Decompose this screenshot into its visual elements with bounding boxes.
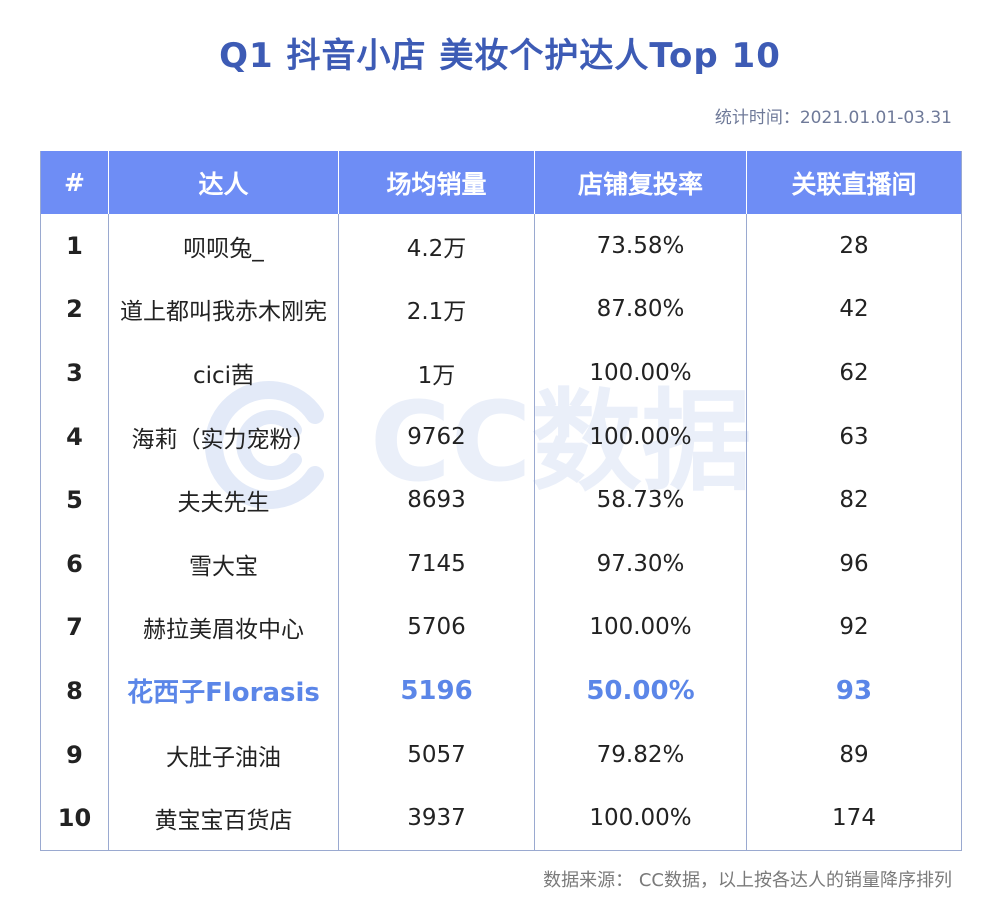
table-row: 4 海莉（实力宠粉） 9762 100.00% 63 (40, 404, 962, 469)
repurchase-rate-cell: 100.00% (534, 786, 747, 851)
data-source-note: 数据来源： CC数据，以上按各达人的销量降序排列 (543, 870, 952, 891)
influencer-cell: cici茜 (108, 341, 339, 405)
avg-sales-cell: 5706 (338, 595, 535, 660)
table-header-row: # 达人 场均销量 店铺复投率 关联直播间 (40, 151, 962, 214)
ranking-table: # 达人 场均销量 店铺复投率 关联直播间 1 呗呗兔_ 4.2万 73.58% 28 2… (40, 151, 962, 851)
influencer-cell: 海莉（实力宠粉） (108, 404, 339, 469)
date-range-note: 统计时间：2021.01.01-03.31 (714, 108, 952, 128)
influencer-cell: 呗呗兔_ (108, 214, 339, 278)
column-header-avg-sales: 场均销量 (338, 151, 535, 214)
table-row: 8 花西子Florasis 5196 50.00% 93 (40, 659, 962, 723)
live-rooms-cell: 89 (746, 722, 962, 787)
avg-sales-cell: 5196 (338, 659, 535, 723)
rank-cell: 5 (40, 468, 109, 532)
rank-cell: 4 (40, 404, 109, 469)
repurchase-rate-cell: 100.00% (534, 404, 747, 469)
rank-cell: 7 (40, 595, 109, 660)
influencer-cell: 花西子Florasis (108, 659, 339, 723)
table-row: 1 呗呗兔_ 4.2万 73.58% 28 (40, 214, 962, 278)
repurchase-rate-cell: 79.82% (534, 722, 747, 787)
avg-sales-cell: 5057 (338, 722, 535, 787)
column-header-rank: # (40, 151, 109, 214)
live-rooms-cell: 62 (746, 341, 962, 405)
avg-sales-cell: 3937 (338, 786, 535, 851)
rank-cell: 9 (40, 722, 109, 787)
avg-sales-cell: 2.1万 (338, 277, 535, 342)
influencer-cell: 赫拉美眉妆中心 (108, 595, 339, 660)
avg-sales-cell: 8693 (338, 468, 535, 532)
table-row: 3 cici茜 1万 100.00% 62 (40, 341, 962, 405)
repurchase-rate-cell: 50.00% (534, 659, 747, 723)
column-header-repurchase-rate: 店铺复投率 (534, 151, 747, 214)
repurchase-rate-cell: 73.58% (534, 214, 747, 278)
rank-cell: 6 (40, 531, 109, 596)
column-header-live-rooms: 关联直播间 (746, 151, 962, 214)
rank-cell: 10 (40, 786, 109, 851)
repurchase-rate-cell: 100.00% (534, 341, 747, 405)
live-rooms-cell: 174 (746, 786, 962, 851)
table-row: 2 道上都叫我赤木刚宪 2.1万 87.80% 42 (40, 277, 962, 342)
avg-sales-cell: 7145 (338, 531, 535, 596)
table-row: 9 大肚子油油 5057 79.82% 89 (40, 722, 962, 787)
live-rooms-cell: 28 (746, 214, 962, 278)
rank-cell: 8 (40, 659, 109, 723)
influencer-cell: 夫夫先生 (108, 468, 339, 532)
influencer-cell: 雪大宝 (108, 531, 339, 596)
repurchase-rate-cell: 87.80% (534, 277, 747, 342)
repurchase-rate-cell: 58.73% (534, 468, 747, 532)
avg-sales-cell: 1万 (338, 341, 535, 405)
page-title: Q1 抖音小店 美妆个护达人Top 10 (219, 36, 781, 76)
avg-sales-cell: 9762 (338, 404, 535, 469)
table-row: 7 赫拉美眉妆中心 5706 100.00% 92 (40, 595, 962, 660)
live-rooms-cell: 82 (746, 468, 962, 532)
rank-cell: 3 (40, 341, 109, 405)
rank-cell: 1 (40, 214, 109, 278)
repurchase-rate-cell: 100.00% (534, 595, 747, 660)
live-rooms-cell: 42 (746, 277, 962, 342)
rank-cell: 2 (40, 277, 109, 342)
influencer-cell: 黄宝宝百货店 (108, 786, 339, 851)
live-rooms-cell: 92 (746, 595, 962, 660)
influencer-cell: 道上都叫我赤木刚宪 (108, 277, 339, 342)
table-row: 10 黄宝宝百货店 3937 100.00% 174 (40, 786, 962, 851)
live-rooms-cell: 63 (746, 404, 962, 469)
column-header-influencer: 达人 (108, 151, 339, 214)
table-row: 5 夫夫先生 8693 58.73% 82 (40, 468, 962, 532)
live-rooms-cell: 93 (746, 659, 962, 723)
live-rooms-cell: 96 (746, 531, 962, 596)
influencer-cell: 大肚子油油 (108, 722, 339, 787)
table-row: 6 雪大宝 7145 97.30% 96 (40, 531, 962, 596)
repurchase-rate-cell: 97.30% (534, 531, 747, 596)
avg-sales-cell: 4.2万 (338, 214, 535, 278)
